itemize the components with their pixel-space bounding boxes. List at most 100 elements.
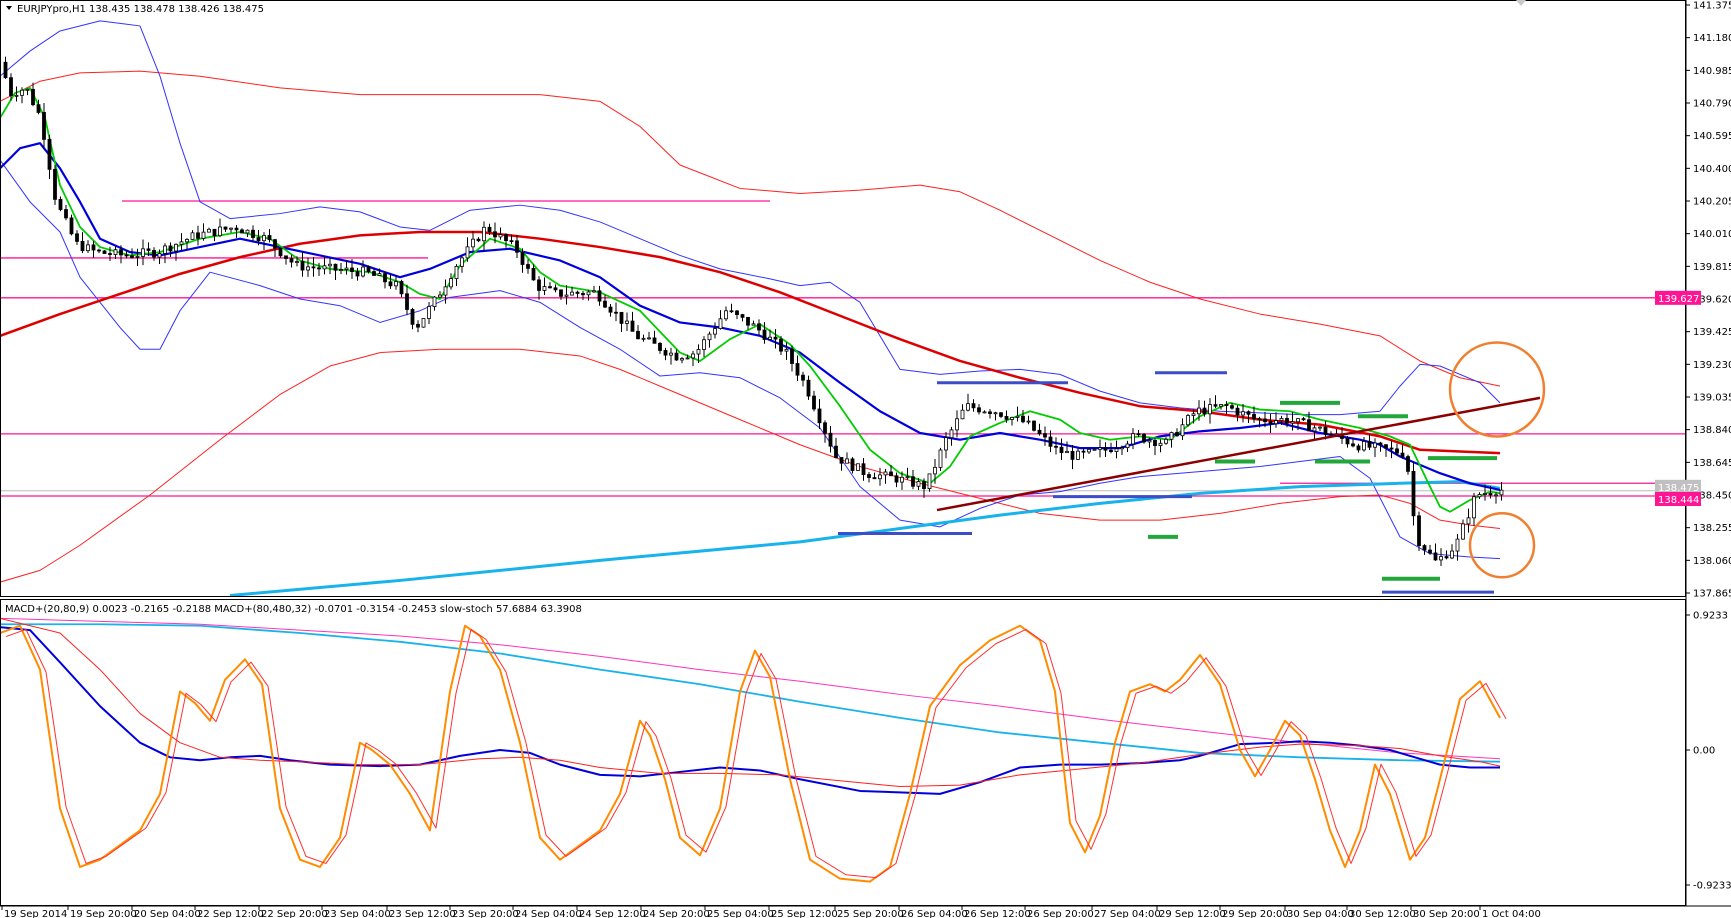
bear-candle xyxy=(267,235,272,241)
bear-candle xyxy=(119,249,123,256)
bear-candle xyxy=(504,234,508,242)
bear-candle xyxy=(317,267,321,270)
bear-candle xyxy=(762,329,767,340)
bear-candle xyxy=(971,403,976,409)
bull-candle xyxy=(86,244,90,252)
price-badge xyxy=(1655,492,1701,507)
bull-candle xyxy=(696,349,701,355)
indicator-plot xyxy=(1,617,1507,883)
bear-candle xyxy=(410,309,415,325)
bull-candle xyxy=(465,246,470,259)
bear-candle xyxy=(828,432,833,447)
bull-candle xyxy=(883,471,888,476)
symbol-info-text: EURJPYpro,H1 138.435 138.478 138.426 138… xyxy=(17,4,264,15)
bull-candle xyxy=(592,290,596,293)
bull-candle xyxy=(1180,424,1185,437)
bear-candle xyxy=(311,266,316,269)
bear-candle xyxy=(251,229,255,238)
time-tick-label: 25 Sep 20:00 xyxy=(837,909,904,918)
bear-candle xyxy=(1351,443,1355,447)
bull-candle xyxy=(1125,443,1130,449)
bull-candle xyxy=(1114,448,1119,453)
bull-candle xyxy=(1439,556,1443,561)
bear-candle xyxy=(823,422,827,434)
price-tick-label: 138.450 xyxy=(1693,491,1731,502)
bull-candle xyxy=(322,265,327,270)
bull-candle xyxy=(179,241,184,245)
bear-candle xyxy=(47,138,52,170)
bull-candle xyxy=(421,318,426,328)
indicator-info-text: MACD+(20,80,9) 0.0023 -0.2165 -0.2188 MA… xyxy=(5,604,582,615)
bear-candle xyxy=(1378,442,1383,446)
bull-candle xyxy=(218,226,222,237)
bear-candle xyxy=(1153,440,1157,447)
bear-candle xyxy=(36,104,41,113)
time-tick-label: 29 Sep 20:00 xyxy=(1222,909,1289,918)
bear-candle xyxy=(801,374,805,381)
bear-candle xyxy=(1032,420,1036,431)
upper-outer-band xyxy=(1,70,1501,387)
bear-candle xyxy=(75,233,79,242)
bull-candle xyxy=(1164,438,1168,444)
bull-candle xyxy=(113,249,118,255)
bull-candle xyxy=(190,232,195,240)
bear-candle xyxy=(152,250,156,258)
bull-candle xyxy=(856,463,860,471)
bear-candle xyxy=(988,411,992,414)
bull-candle xyxy=(680,358,684,361)
bull-candle xyxy=(163,245,167,254)
bear-candle xyxy=(1367,441,1372,448)
bull-candle xyxy=(306,266,310,271)
bear-candle xyxy=(575,291,580,294)
bear-candle xyxy=(1345,438,1350,445)
bull-candle xyxy=(1274,420,1278,425)
bear-candle xyxy=(1488,493,1493,496)
bull-candle xyxy=(1076,450,1080,460)
bull-candle xyxy=(174,243,178,252)
bull-candle xyxy=(361,266,365,277)
bear-candle xyxy=(779,338,783,352)
price-tick-label: 139.035 xyxy=(1693,393,1731,404)
dropdown-triangle-icon[interactable] xyxy=(6,6,12,10)
bull-candle xyxy=(454,266,459,280)
time-tick-label: 30 Sep 12:00 xyxy=(1349,909,1416,918)
time-tick-label: 22 Sep 12:00 xyxy=(197,909,264,918)
bull-candle xyxy=(344,267,349,270)
price-badge xyxy=(1655,290,1701,305)
bull-candle xyxy=(927,473,932,489)
bull-candle xyxy=(1186,415,1190,426)
bull-candle xyxy=(724,310,728,320)
bull-candle xyxy=(1010,416,1014,420)
bear-candle xyxy=(999,412,1003,417)
bull-candle xyxy=(394,281,398,287)
bull-candle xyxy=(1499,489,1504,496)
bear-candle xyxy=(658,342,662,351)
time-tick-label: 26 Sep 20:00 xyxy=(1027,909,1094,918)
bull-candle xyxy=(1461,523,1465,540)
bull-candle xyxy=(20,89,24,96)
stochastic-line xyxy=(1,624,1501,883)
bear-candle xyxy=(1230,405,1234,409)
time-tick-label: 29 Sep 12:00 xyxy=(1159,909,1226,918)
time-tick-label: 20 Sep 04:00 xyxy=(134,909,201,918)
bear-candle xyxy=(740,314,745,318)
bull-candle xyxy=(1219,404,1223,407)
bear-candle xyxy=(746,316,750,326)
bull-candle xyxy=(1026,420,1031,423)
bull-candle xyxy=(1318,426,1322,429)
bear-candle xyxy=(1252,413,1256,420)
bear-candle xyxy=(735,310,739,315)
long-moving-average xyxy=(229,480,1501,596)
bull-candle xyxy=(141,248,145,257)
bull-candle xyxy=(707,333,712,341)
chart-shift-marker-icon[interactable] xyxy=(1516,0,1526,6)
indicator-tick-label: 0.9233 xyxy=(1693,611,1728,622)
bear-candle xyxy=(1037,429,1042,435)
bear-candle xyxy=(31,88,35,106)
bull-candle xyxy=(900,476,904,483)
bear-candle xyxy=(911,476,915,487)
bull-candle xyxy=(229,227,233,230)
bull-candle xyxy=(982,411,987,414)
